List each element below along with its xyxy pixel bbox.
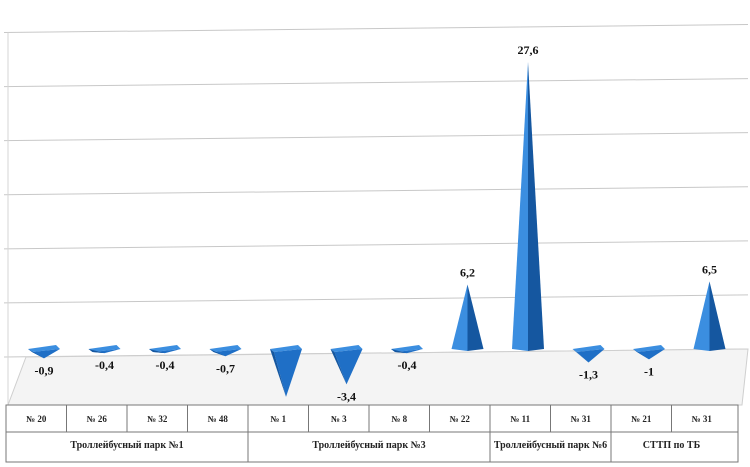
bar-face-side xyxy=(209,349,226,357)
value-labels: -0,9-0,4-0,4-0,7-4,6-3,4-0,46,227,6-1,3-… xyxy=(35,43,718,416)
value-label: -0,7 xyxy=(216,361,235,375)
floor-plane xyxy=(7,348,749,406)
gridline xyxy=(3,78,749,88)
category-label: № 11 xyxy=(510,414,530,424)
category-label: № 26 xyxy=(87,414,108,424)
bar-top xyxy=(28,345,60,352)
value-label: -1,3 xyxy=(579,368,598,382)
bar-face-front xyxy=(32,349,60,359)
axis-table xyxy=(5,404,739,463)
category-label: № 8 xyxy=(391,414,407,424)
gridlines xyxy=(3,24,749,405)
bar-top xyxy=(633,345,665,352)
bar-face-side xyxy=(28,349,44,359)
value-label: -0,4 xyxy=(95,358,114,372)
bar-face-side xyxy=(391,349,407,354)
group-label: Троллейбусный парк №1 xyxy=(70,440,183,451)
bar xyxy=(28,345,60,359)
value-label: -1 xyxy=(644,364,654,378)
bar-top xyxy=(209,345,242,352)
bar xyxy=(149,345,181,354)
bar-face-side xyxy=(88,349,105,354)
group-label: СТТП по ТБ xyxy=(643,440,701,451)
bar-face-side xyxy=(270,349,286,397)
bar-top xyxy=(270,345,302,352)
bar xyxy=(512,61,544,352)
category-label: № 3 xyxy=(331,414,347,424)
bar-top xyxy=(391,345,423,352)
bar-top xyxy=(572,345,605,352)
bar-top xyxy=(330,345,363,352)
gridline xyxy=(3,24,749,34)
bar xyxy=(209,345,242,357)
category-label: № 31 xyxy=(692,414,713,424)
bar-face-front xyxy=(334,349,363,385)
group-label: Троллейбусный парк №3 xyxy=(312,440,425,451)
category-label: № 20 xyxy=(26,414,47,424)
category-label: № 22 xyxy=(450,414,471,424)
bar-face-left xyxy=(693,281,710,351)
bar-face-front xyxy=(274,349,302,397)
bar-face-left xyxy=(512,61,528,352)
value-label: 27,6 xyxy=(518,43,539,57)
bar xyxy=(693,281,726,351)
bar-face-side xyxy=(330,349,347,385)
gridline xyxy=(3,294,749,304)
bar-face-front xyxy=(637,349,665,360)
value-label: -3,4 xyxy=(337,389,356,403)
value-label: 6,2 xyxy=(460,266,475,280)
bar-face-side xyxy=(149,349,165,354)
category-label: № 1 xyxy=(270,414,286,424)
bar-face-side xyxy=(633,349,649,360)
bar xyxy=(633,345,665,360)
bar-face-front xyxy=(576,349,605,363)
bar-top xyxy=(88,345,121,352)
value-label: 6,5 xyxy=(702,262,717,276)
bar xyxy=(572,345,605,363)
gridline xyxy=(3,240,749,250)
bar-face-right xyxy=(528,61,544,352)
bar-face-left xyxy=(451,284,468,351)
category-label: № 21 xyxy=(631,414,652,424)
bar xyxy=(270,345,302,397)
bars xyxy=(28,61,726,397)
value-label: -0,9 xyxy=(35,363,54,377)
bar xyxy=(451,284,484,351)
bar xyxy=(391,345,423,354)
bar-face-right xyxy=(709,281,726,351)
category-label: № 48 xyxy=(208,414,229,424)
bar xyxy=(330,345,363,385)
category-label: № 32 xyxy=(147,414,168,424)
bar-face-side xyxy=(572,349,589,363)
bar xyxy=(88,345,121,354)
bar-face-right xyxy=(467,284,484,351)
value-label: -0,4 xyxy=(398,358,417,372)
category-label: № 31 xyxy=(571,414,592,424)
gridline xyxy=(3,132,749,142)
category-axis: № 20 № 26 № 32 № 48 № 1 № 3 № 8 № 22 № 11 № 31 № 2… xyxy=(5,404,739,463)
gridline xyxy=(3,186,749,196)
chart-floor xyxy=(7,348,749,406)
value-label: -0,4 xyxy=(156,358,175,372)
bar-top xyxy=(149,345,181,352)
group-label: Троллейбусный парк №6 xyxy=(494,440,607,451)
